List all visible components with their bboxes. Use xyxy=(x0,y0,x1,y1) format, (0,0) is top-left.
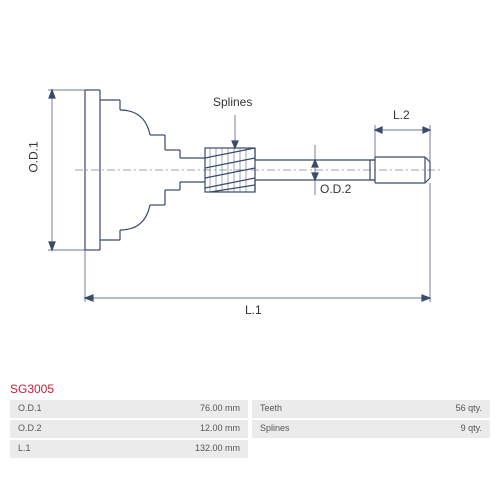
spec-section: SG3005 O.D.176.00 mmO.D.212.00 mmL.1132.… xyxy=(10,382,490,460)
spec-table: O.D.176.00 mmO.D.212.00 mmL.1132.00 mm T… xyxy=(10,400,490,460)
spec-value: 12.00 mm xyxy=(129,420,248,438)
spec-value: 56 qty. xyxy=(371,400,490,418)
spec-row: O.D.176.00 mm xyxy=(10,400,248,418)
spec-row: L.1132.00 mm xyxy=(10,440,248,458)
drawing-svg xyxy=(30,30,470,350)
spec-row: Teeth56 qty. xyxy=(252,400,490,418)
spec-value: 76.00 mm xyxy=(129,400,248,418)
spec-row: Splines9 qty. xyxy=(252,420,490,438)
label-l1: L.1 xyxy=(245,303,262,317)
spec-row: O.D.212.00 mm xyxy=(10,420,248,438)
part-number: SG3005 xyxy=(10,382,490,396)
spec-label: O.D.2 xyxy=(10,420,129,438)
label-od1: O.D.1 xyxy=(27,141,41,172)
label-l2: L.2 xyxy=(393,108,410,122)
label-od2: O.D.2 xyxy=(320,182,351,196)
spec-value: 132.00 mm xyxy=(129,440,248,458)
spec-label: O.D.1 xyxy=(10,400,129,418)
spec-label: Splines xyxy=(252,420,371,438)
spec-label: Teeth xyxy=(252,400,371,418)
spec-col-right: Teeth56 qty.Splines9 qty. xyxy=(252,400,490,460)
spec-label: L.1 xyxy=(10,440,129,458)
label-splines: Splines xyxy=(213,95,252,109)
technical-diagram: O.D.1 O.D.2 L.1 L.2 Splines xyxy=(30,30,470,350)
spec-col-left: O.D.176.00 mmO.D.212.00 mmL.1132.00 mm xyxy=(10,400,248,460)
spec-value: 9 qty. xyxy=(371,420,490,438)
